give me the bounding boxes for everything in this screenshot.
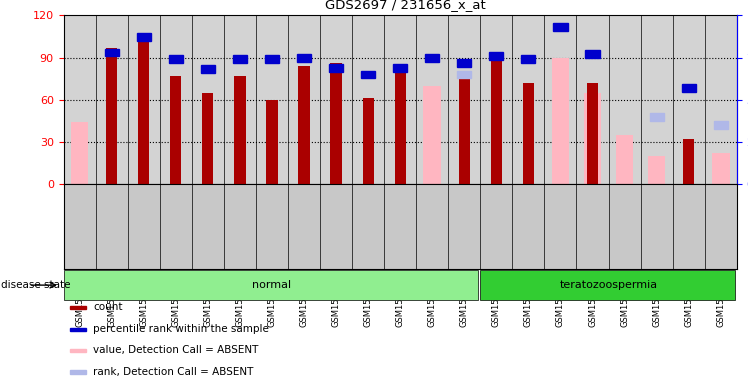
- Bar: [459, 79, 470, 184]
- Bar: [489, 52, 503, 60]
- Bar: [416, 15, 448, 184]
- Bar: [712, 153, 729, 184]
- Bar: [448, 15, 480, 184]
- Bar: [425, 54, 439, 61]
- Bar: [137, 33, 151, 41]
- Bar: [160, 15, 191, 184]
- Bar: [457, 59, 471, 66]
- Text: count: count: [94, 302, 123, 313]
- Bar: [265, 55, 279, 63]
- Bar: [70, 306, 87, 309]
- Bar: [361, 71, 375, 78]
- Bar: [521, 55, 536, 63]
- Bar: [331, 63, 342, 184]
- Bar: [64, 15, 96, 184]
- Bar: [266, 100, 278, 184]
- Text: normal: normal: [252, 280, 292, 290]
- Bar: [609, 15, 640, 184]
- Bar: [298, 66, 310, 184]
- Bar: [320, 15, 352, 184]
- Bar: [551, 58, 569, 184]
- Bar: [640, 15, 672, 184]
- Bar: [71, 122, 88, 184]
- Bar: [288, 15, 320, 184]
- Bar: [491, 53, 502, 184]
- Bar: [681, 84, 696, 92]
- Text: GDS2697 / 231656_x_at: GDS2697 / 231656_x_at: [325, 0, 486, 12]
- Text: value, Detection Call = ABSENT: value, Detection Call = ABSENT: [94, 345, 259, 355]
- Bar: [106, 48, 117, 184]
- Bar: [191, 15, 224, 184]
- Bar: [683, 139, 694, 184]
- Bar: [649, 113, 663, 121]
- Bar: [583, 93, 601, 184]
- Bar: [329, 64, 343, 72]
- Bar: [672, 15, 705, 184]
- Bar: [384, 15, 416, 184]
- Bar: [233, 55, 247, 63]
- Text: rank, Detection Call = ABSENT: rank, Detection Call = ABSENT: [94, 367, 254, 377]
- Bar: [352, 15, 384, 184]
- Bar: [457, 71, 471, 78]
- FancyBboxPatch shape: [64, 270, 478, 300]
- Text: disease state: disease state: [1, 280, 71, 290]
- Text: teratozoospermia: teratozoospermia: [560, 280, 657, 290]
- Bar: [256, 15, 288, 184]
- Bar: [480, 15, 512, 184]
- Bar: [512, 15, 545, 184]
- Text: percentile rank within the sample: percentile rank within the sample: [94, 324, 269, 334]
- Bar: [545, 15, 577, 184]
- Bar: [423, 86, 441, 184]
- Bar: [394, 65, 405, 184]
- Bar: [714, 121, 728, 129]
- Bar: [70, 349, 87, 352]
- Bar: [224, 15, 256, 184]
- Bar: [70, 370, 87, 374]
- Bar: [554, 23, 568, 31]
- Bar: [170, 76, 181, 184]
- Bar: [616, 135, 634, 184]
- Bar: [705, 15, 737, 184]
- Bar: [297, 54, 311, 61]
- Bar: [202, 93, 213, 184]
- Bar: [138, 35, 150, 184]
- Bar: [587, 83, 598, 184]
- Bar: [393, 64, 407, 72]
- Bar: [577, 15, 609, 184]
- Bar: [648, 156, 666, 184]
- Bar: [169, 55, 183, 63]
- Bar: [234, 76, 245, 184]
- Bar: [586, 50, 600, 58]
- Bar: [128, 15, 160, 184]
- Bar: [523, 83, 534, 184]
- Bar: [105, 49, 119, 56]
- Bar: [363, 98, 374, 184]
- Bar: [96, 15, 128, 184]
- Bar: [200, 66, 215, 73]
- Bar: [70, 328, 87, 331]
- FancyBboxPatch shape: [480, 270, 735, 300]
